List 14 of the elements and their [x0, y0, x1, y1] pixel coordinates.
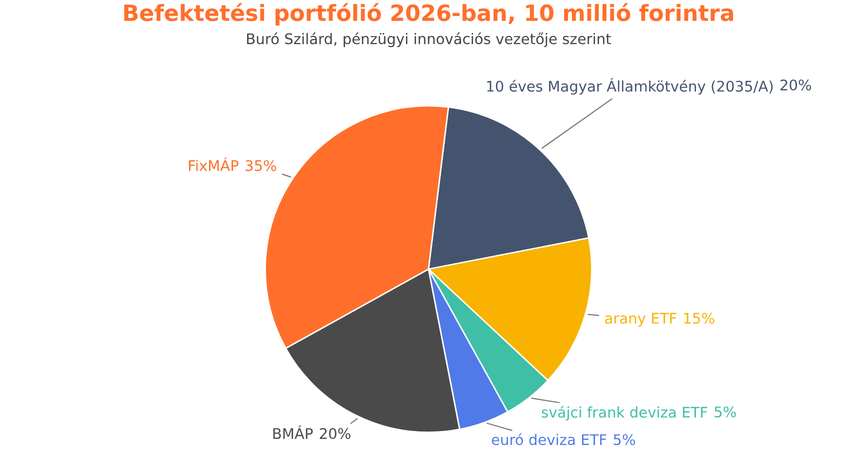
data-label: 5%: [714, 406, 736, 418]
chart-subtitle: Buró Szilárd, pénzügyi innovációs vezetője szerint: [247, 32, 611, 48]
slice-label: svájci frank deviza ETF: [542, 406, 708, 421]
data-label: 20%: [780, 79, 812, 91]
slice-label: FixMÁP: [189, 157, 238, 171]
data-label: 20%: [320, 428, 350, 440]
slice-label: arany ETF: [605, 312, 676, 327]
chart-title: Befektetési portfólió 2026-ban, 10 millió forintra: [124, 3, 734, 26]
slice-label: euró deviza ETF: [492, 433, 606, 446]
slice-label: BMÁP: [273, 425, 313, 439]
slice-label: 10 éves Magyar Államkötvény (2035/A): [487, 78, 773, 95]
data-label: 5%: [614, 434, 636, 446]
data-label: 35%: [246, 160, 276, 172]
data-label: 15%: [684, 312, 714, 324]
